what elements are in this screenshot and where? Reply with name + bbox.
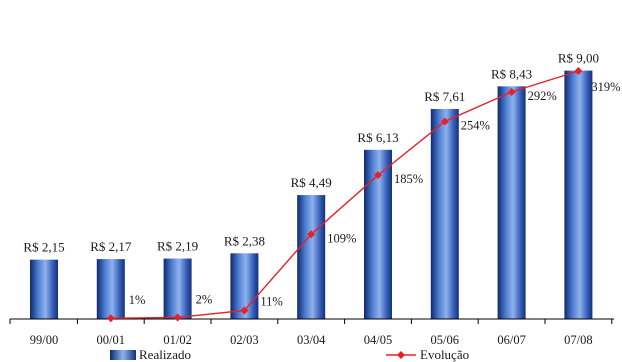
evolucao-line-layer <box>106 67 583 323</box>
bar-06-07 <box>497 86 526 319</box>
x-tick-label: 05/06 <box>431 333 459 347</box>
x-tick-label: 00/01 <box>97 333 125 347</box>
bar-99-00 <box>30 259 58 319</box>
evolucao-marker <box>507 87 516 96</box>
bar-01-02 <box>163 258 192 319</box>
legend-evolucao-marker <box>397 351 405 359</box>
evolucao-value-label: 292% <box>528 89 557 103</box>
x-tick-label: 03/04 <box>297 333 326 347</box>
bars-layer <box>30 70 593 320</box>
x-axis: 99/00 00/01 01/02 02/03 03/04 04/05 05/06 06/07… <box>9 318 614 347</box>
evolucao-value-label: 319% <box>591 80 620 94</box>
evolucao-marker <box>240 306 249 315</box>
bar-value-label: R$ 2,19 <box>157 239 198 254</box>
x-tick-label: 99/00 <box>30 333 58 347</box>
evolucao-value-label: 109% <box>327 231 356 245</box>
x-tick-label: 06/07 <box>497 333 525 347</box>
bar-07-08 <box>564 70 593 319</box>
bar-00-01 <box>96 259 125 319</box>
evolucao-marker <box>374 171 382 180</box>
x-tick-label: 01/02 <box>163 333 191 347</box>
bar-value-label: R$ 7,61 <box>424 89 465 104</box>
evolucao-marker <box>574 67 583 75</box>
evolucao-marker <box>106 314 115 323</box>
bar-value-label: R$ 6,13 <box>357 130 398 145</box>
x-tick-label: 04/05 <box>364 333 392 347</box>
legend-realizado-swatch <box>110 350 136 360</box>
legend-evolucao-label: Evolução <box>420 347 469 362</box>
evolucao-value-label: 1% <box>129 293 146 307</box>
bar-value-label: R$ 9,00 <box>558 51 599 66</box>
evolucao-value-label: 254% <box>461 119 490 133</box>
evolucao-value-label: 185% <box>394 172 423 186</box>
x-tick-label: 02/03 <box>230 333 258 347</box>
evolucao-value-label: 2% <box>196 292 213 306</box>
evolucao-marker <box>173 313 182 322</box>
legend: Realizado Evolução <box>110 347 469 362</box>
evolucao-marker <box>440 117 449 126</box>
labels-layer: R$ 2,15 R$ 2,17 R$ 2,19 R$ 2,38 R$ 4,49 R$ 6,… <box>23 51 620 309</box>
legend-realizado-label: Realizado <box>139 347 191 362</box>
x-tick-label: 07/08 <box>564 333 592 347</box>
evolucao-value-label: 11% <box>260 294 282 308</box>
evolucao-marker <box>307 230 316 239</box>
bar-value-label: R$ 2,15 <box>23 240 64 255</box>
bar-value-label: R$ 4,49 <box>291 175 332 190</box>
bar-value-label: R$ 2,17 <box>90 239 132 254</box>
bar-value-label: R$ 2,38 <box>224 233 265 248</box>
bar-value-label: R$ 8,43 <box>491 66 532 81</box>
bar-05-06 <box>430 108 459 320</box>
bar-03-04 <box>297 195 326 319</box>
evolucao-line <box>110 70 579 319</box>
